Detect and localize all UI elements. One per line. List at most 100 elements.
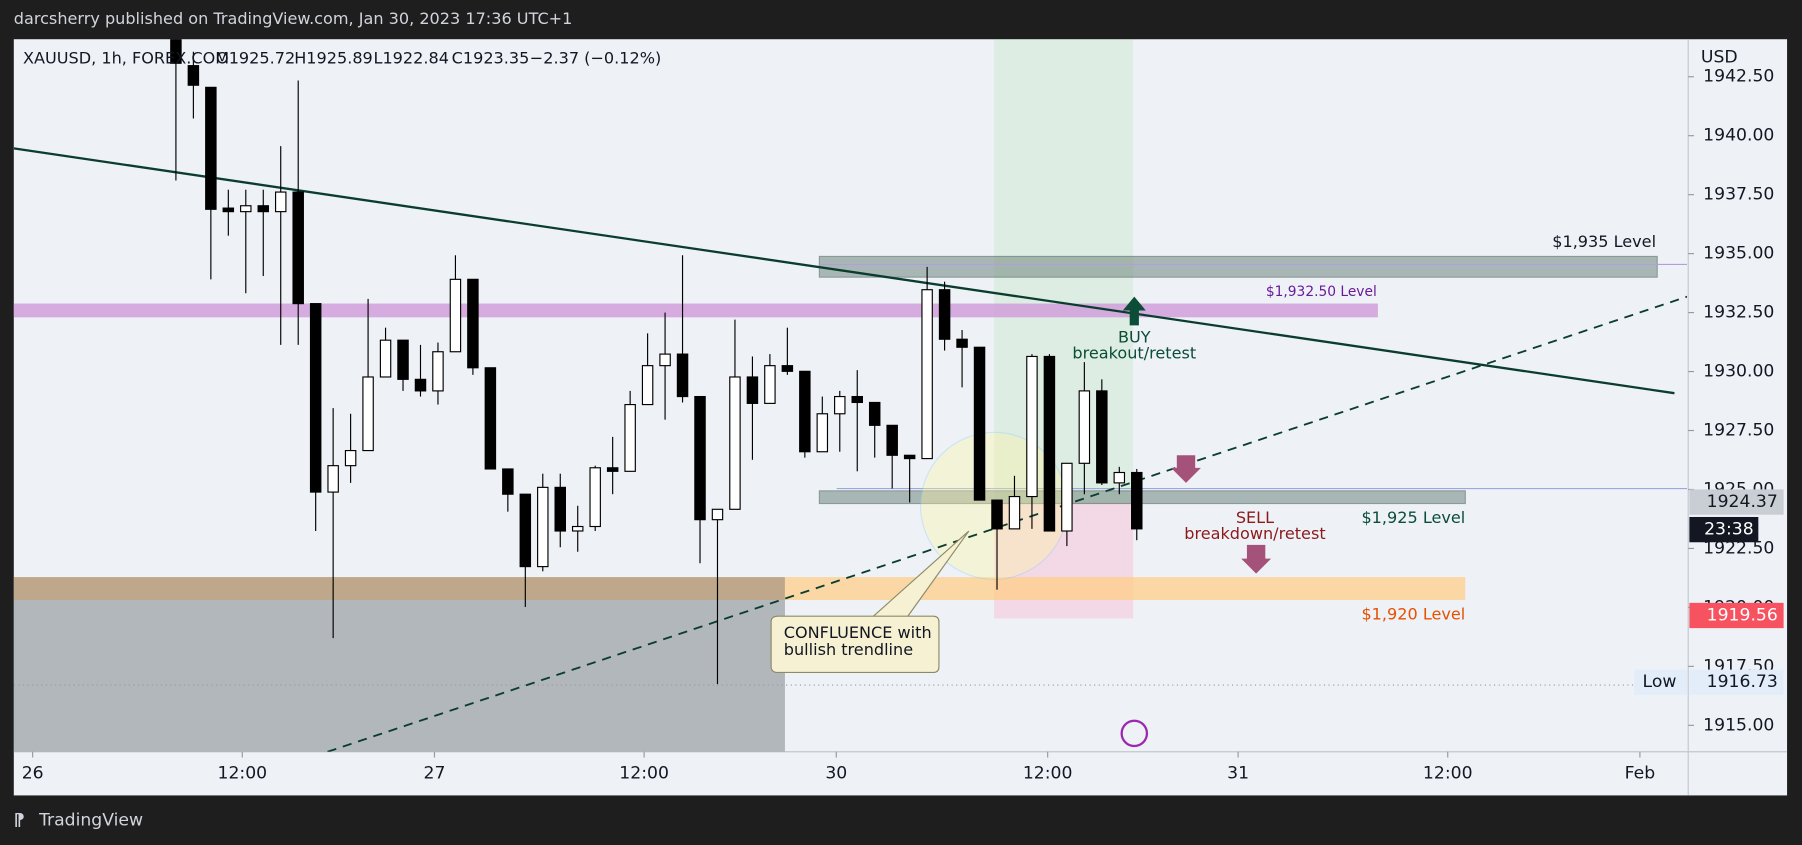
candle-body xyxy=(1096,390,1108,484)
candle-body xyxy=(606,467,619,472)
candle-body xyxy=(868,401,881,426)
price-label-box xyxy=(1689,669,1784,695)
candle-body xyxy=(589,467,601,528)
legend-item: L1922.84 xyxy=(374,48,449,67)
candle-body xyxy=(537,486,549,568)
candle-body xyxy=(170,39,182,64)
y-tick-label: 1932.50 xyxy=(1703,303,1774,323)
zone-1932-50 xyxy=(13,303,1378,318)
candle-body xyxy=(449,278,462,353)
candle-body xyxy=(1061,462,1073,532)
x-tick-label: 31 xyxy=(1227,764,1249,784)
candle-body xyxy=(886,424,898,456)
gray-zone xyxy=(13,600,785,752)
candle-body xyxy=(309,303,322,493)
candle-body xyxy=(973,346,986,501)
annotation: breakout/retest xyxy=(1072,344,1196,363)
candle-body xyxy=(956,338,968,348)
candle-body xyxy=(379,339,392,378)
x-tick-label: 12:00 xyxy=(1423,764,1473,784)
y-tick-label: 1915.00 xyxy=(1703,715,1774,735)
candle-body xyxy=(362,376,374,452)
candle-body xyxy=(624,403,636,472)
candles xyxy=(170,39,1143,685)
candle-body xyxy=(764,365,776,404)
candle-body xyxy=(816,413,829,453)
candle-body xyxy=(1008,495,1021,530)
annotation: BUY xyxy=(1118,328,1151,347)
y-tick-label: 1935.00 xyxy=(1703,244,1774,264)
candle-body xyxy=(1078,390,1091,464)
event-icon[interactable] xyxy=(1120,719,1149,748)
legend-item: O1925.72 xyxy=(216,48,295,67)
candle-body xyxy=(222,207,235,213)
candle-body xyxy=(484,367,497,470)
price-label-box xyxy=(1689,489,1784,515)
bearish-trendline xyxy=(13,147,1675,395)
candle-body xyxy=(397,339,409,380)
candle-body xyxy=(274,191,287,213)
candle-body xyxy=(1131,471,1143,530)
annotation: $1,920 Level xyxy=(1361,604,1465,623)
candle-body xyxy=(676,353,689,398)
x-tick-label: 27 xyxy=(424,764,446,784)
support-zone-past xyxy=(13,577,785,601)
x-tick-label: 30 xyxy=(825,764,847,784)
candle-body xyxy=(1113,471,1126,484)
candle-body xyxy=(834,395,846,415)
legend-item: H1925.89 xyxy=(294,48,373,67)
price-label: 1916.73 xyxy=(1707,672,1778,692)
y-tick-label: 1942.50 xyxy=(1703,67,1774,87)
x-tick-label: 12:00 xyxy=(217,764,267,784)
candle-body xyxy=(554,486,567,532)
price-label-box xyxy=(1689,602,1784,629)
price-label: 1919.56 xyxy=(1707,605,1778,625)
candle-body xyxy=(729,376,741,510)
legend-item: XAUUSD, 1h, FOREX.COM xyxy=(23,48,229,67)
candle-body xyxy=(781,365,794,372)
candle-body xyxy=(851,395,863,404)
legend-item: C1923.35 xyxy=(452,48,530,67)
candle-body xyxy=(205,86,217,210)
candle-body xyxy=(921,289,933,460)
candle-body xyxy=(799,370,811,453)
candle-body xyxy=(938,289,951,340)
currency-label: USD xyxy=(1701,48,1738,68)
header: darcsherry published on TradingView.com,… xyxy=(14,9,573,28)
x-tick-label: 12:00 xyxy=(1023,764,1073,784)
candle-body xyxy=(327,465,339,493)
candle-body xyxy=(694,395,706,521)
annotation: SELL xyxy=(1236,508,1274,527)
candle-body xyxy=(344,449,357,467)
candle-body xyxy=(659,353,671,367)
legend-item: −2.37 (−0.12%) xyxy=(530,48,661,67)
candle-body xyxy=(571,525,584,532)
x-tick-label: Feb xyxy=(1625,764,1656,784)
countdown: 23:38 xyxy=(1704,520,1754,540)
y-tick-label: 1922.50 xyxy=(1703,538,1774,558)
annotation: breakdown/retest xyxy=(1184,524,1325,543)
callout xyxy=(770,530,970,674)
candle-body xyxy=(519,493,532,568)
zone-1935 xyxy=(818,255,1658,278)
x-tick-label: 12:00 xyxy=(619,764,669,784)
annotation: bullish trendline xyxy=(784,640,913,659)
y-tick-label: 1930.00 xyxy=(1703,362,1774,382)
support-zone-1920 xyxy=(784,577,1466,601)
footer-logo: ⁋ xyxy=(14,811,25,831)
candle-body xyxy=(257,205,270,213)
drawings xyxy=(13,39,1688,752)
candle-body xyxy=(746,376,759,404)
footer-brand: TradingView xyxy=(38,811,143,831)
countdown-box xyxy=(1689,516,1759,543)
candle-body xyxy=(641,365,654,406)
annotation: $1,935 Level xyxy=(1552,232,1656,251)
candle-body xyxy=(414,378,427,392)
candle-body xyxy=(502,468,514,495)
candle-body xyxy=(991,499,1003,530)
candle-body xyxy=(467,278,479,369)
sell-arrow xyxy=(1241,544,1272,574)
annotation: $1,925 Level xyxy=(1361,508,1465,527)
